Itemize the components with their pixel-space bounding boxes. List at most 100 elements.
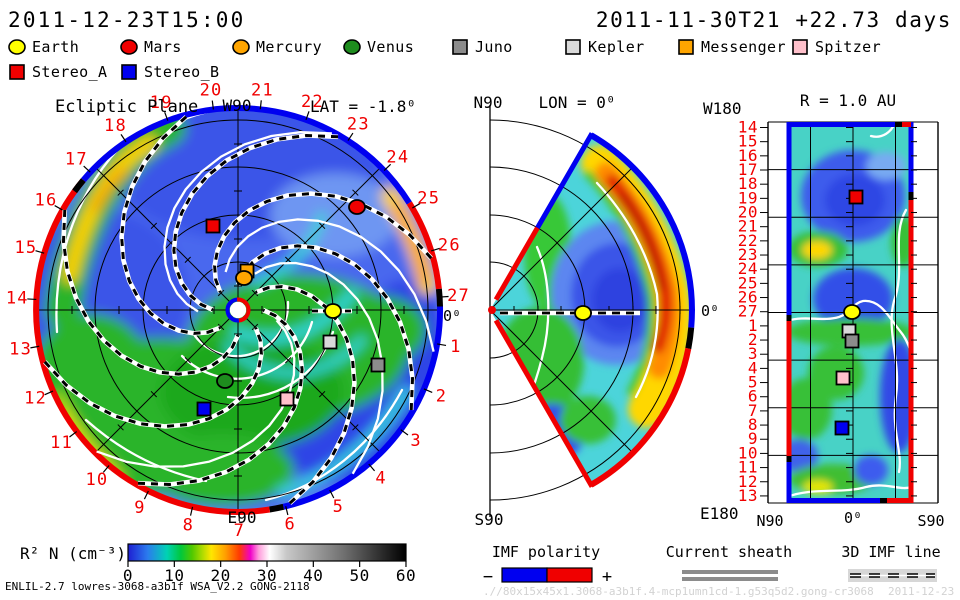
marker-spitzer: [835, 370, 851, 386]
legend-swatch-spitzer: [792, 39, 808, 55]
marker-mars: [348, 199, 366, 215]
boundary-polarity-arc: [269, 503, 285, 513]
legend-label-mercury: Mercury: [256, 38, 322, 56]
model-credit-text: ENLIL-2.7 lowres-3068-a3b1f WSA_V2.2 GON…: [5, 580, 310, 593]
day-label: 21: [251, 80, 274, 100]
day-label: 16: [35, 191, 58, 211]
imf-polarity-label: IMF polarity: [492, 543, 600, 561]
day-tick: [120, 134, 127, 143]
boundary-polarity-arc: [81, 105, 412, 205]
colorbar-tick-label: 10: [164, 566, 184, 585]
map-day-label: 24: [738, 259, 758, 278]
marker-mercury: [235, 270, 253, 286]
meridional-zero-deg-label: 0⁰: [701, 302, 719, 320]
imf-spiral-line: [62, 209, 240, 376]
legend-label-messenger: Messenger: [701, 38, 786, 56]
day-label: 10: [85, 470, 108, 490]
map-polarity-bar: [786, 122, 792, 318]
colorbar-ticks: 0 10 20 30 40 50 60: [123, 561, 416, 585]
day-tick: [83, 165, 91, 173]
radial-tick: [150, 222, 158, 230]
day-label: 17: [65, 149, 88, 169]
marker-spitzer: [279, 391, 295, 407]
day-label: 18: [104, 116, 127, 136]
current-sheath-swatch-bottom: [682, 577, 778, 581]
map-polarity-bar: [787, 122, 895, 127]
radial-tick: [184, 357, 191, 364]
legend-label-juno: Juno: [475, 38, 513, 56]
marker-earth: [843, 304, 861, 320]
map-day-label: 15: [738, 132, 758, 151]
boundary-polarity-arc: [406, 201, 442, 290]
day-label: 19: [150, 93, 173, 113]
marker-venus: [216, 373, 234, 389]
day-tick: [143, 490, 149, 500]
map-day-label: 22: [738, 231, 758, 250]
map-polarity-bar: [787, 498, 880, 503]
day-label: 13: [9, 340, 32, 360]
radial-tick: [318, 390, 326, 398]
wedge-outer-polarity: [589, 347, 692, 488]
wedge-edge-polarity: [493, 319, 595, 488]
legend-swatch-kepler: [565, 39, 581, 55]
map-polarity-bar: [902, 122, 911, 127]
map-polarity-bar: [908, 200, 914, 503]
radial-tick: [251, 323, 259, 331]
imf-minus-sign: −: [483, 567, 493, 587]
day-tick: [285, 506, 289, 516]
day-label: 8: [183, 515, 194, 535]
map-day-label: 5: [748, 373, 758, 392]
day-label: 23: [347, 115, 370, 135]
day-label: 22: [301, 92, 324, 112]
day-tick: [439, 295, 449, 298]
ecliptic-lat-label: LAT = -1.8⁰: [310, 97, 416, 116]
map-day-label: 21: [738, 217, 758, 236]
map-polarity-bar: [786, 315, 792, 321]
map-polarity-bar: [786, 456, 792, 462]
radial-tick: [117, 189, 124, 196]
marker-kepler: [322, 334, 338, 350]
day-label: 1: [450, 337, 461, 357]
imf-spiral-line: [255, 285, 356, 505]
radial-tick: [117, 424, 124, 431]
map-polarity-bar: [887, 498, 911, 503]
map-day-label: 16: [738, 146, 758, 165]
day-label: 2: [436, 386, 447, 406]
legend-label-stereo_b: Stereo_B: [144, 63, 219, 81]
meridional-plot-title: LON = 0⁰: [538, 93, 615, 112]
map-s90-tick-label: S90: [917, 512, 944, 530]
marker-earth: [324, 303, 342, 319]
radial-tick: [352, 189, 359, 196]
legend-label-kepler: Kepler: [588, 38, 645, 56]
meridional-plot: [488, 105, 695, 517]
colorbar-label: R² N (cm⁻³): [20, 544, 126, 563]
timestamp-current: 2011-12-23T15:00: [8, 8, 246, 32]
marker-stereo_b: [196, 401, 212, 417]
map-plot-title: R = 1.0 AU: [800, 91, 896, 110]
marker-juno: [844, 333, 860, 349]
day-tick: [211, 100, 214, 110]
day-tick: [189, 506, 194, 516]
map-day-label: 2: [748, 330, 758, 349]
map-day-label: 8: [748, 415, 758, 434]
marker-stereo_b: [834, 420, 850, 436]
current-sheet-spiral: [96, 319, 296, 468]
boundary-polarity-arc: [435, 288, 443, 307]
wedge-outer-polarity: [589, 132, 695, 328]
colorbar-tick-label: 0: [123, 566, 133, 585]
legend-label-spitzer: Spitzer: [815, 38, 881, 56]
legend-swatch-mercury: [232, 39, 250, 55]
legend-swatch-venus: [343, 39, 361, 55]
day-tick: [259, 100, 262, 110]
sun-ring-positive: [236, 297, 251, 323]
meridional-n90-label: N90: [474, 93, 503, 112]
day-tick: [383, 163, 392, 171]
imf-spiral-line: [43, 327, 263, 428]
map-polarity-bar: [786, 462, 792, 503]
day-label: 5: [333, 497, 344, 517]
ecliptic-plot: 20 21222324252627123456789101112131415161…: [6, 80, 469, 541]
day-label: 3: [410, 431, 421, 451]
ecliptic-w90-label: W90: [223, 96, 252, 115]
wedge-outer-polarity: [685, 327, 695, 350]
